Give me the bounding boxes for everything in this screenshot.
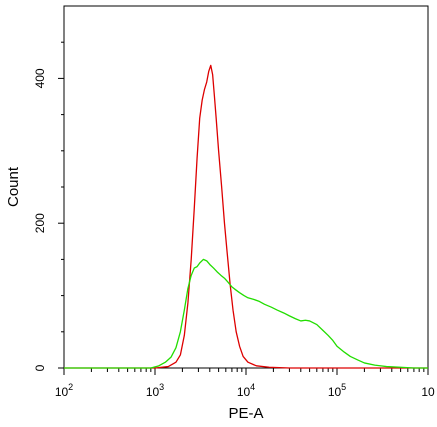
x-tick-label-base: 10 — [328, 385, 342, 399]
x-tick-label-base: 10 — [55, 385, 69, 399]
x-tick-label-exponent: 5 — [341, 382, 346, 392]
x-axis-title: PE-A — [228, 405, 263, 422]
y-tick-label: 0 — [33, 364, 47, 371]
x-tick-label-exponent: 4 — [250, 382, 255, 392]
histogram-series-1 — [64, 64, 428, 369]
x-tick-label: 105 — [328, 382, 346, 399]
x-tick-label: 103 — [146, 382, 164, 399]
x-tick-label: 102 — [55, 382, 73, 399]
x-tick-label: 104 — [237, 382, 255, 399]
y-tick-label: 200 — [33, 213, 47, 233]
x-axis-ticks: 102 103 104 105 10 — [55, 368, 435, 399]
series-layer — [64, 64, 428, 369]
x-tick-label-exponent: 3 — [159, 382, 164, 392]
plot-frame — [63, 5, 429, 369]
y-axis-ticks: 0 200 400 — [33, 41, 64, 371]
x-tick-label-base: 10 — [146, 385, 160, 399]
y-axis-title: Count — [5, 166, 22, 207]
x-tick-label: 10 — [421, 385, 435, 399]
histogram-series-2 — [64, 258, 428, 369]
x-tick-label-base: 10 — [421, 385, 435, 399]
y-tick-label: 400 — [33, 68, 47, 88]
x-tick-label-base: 10 — [237, 385, 251, 399]
x-tick-label-exponent: 2 — [68, 382, 73, 392]
